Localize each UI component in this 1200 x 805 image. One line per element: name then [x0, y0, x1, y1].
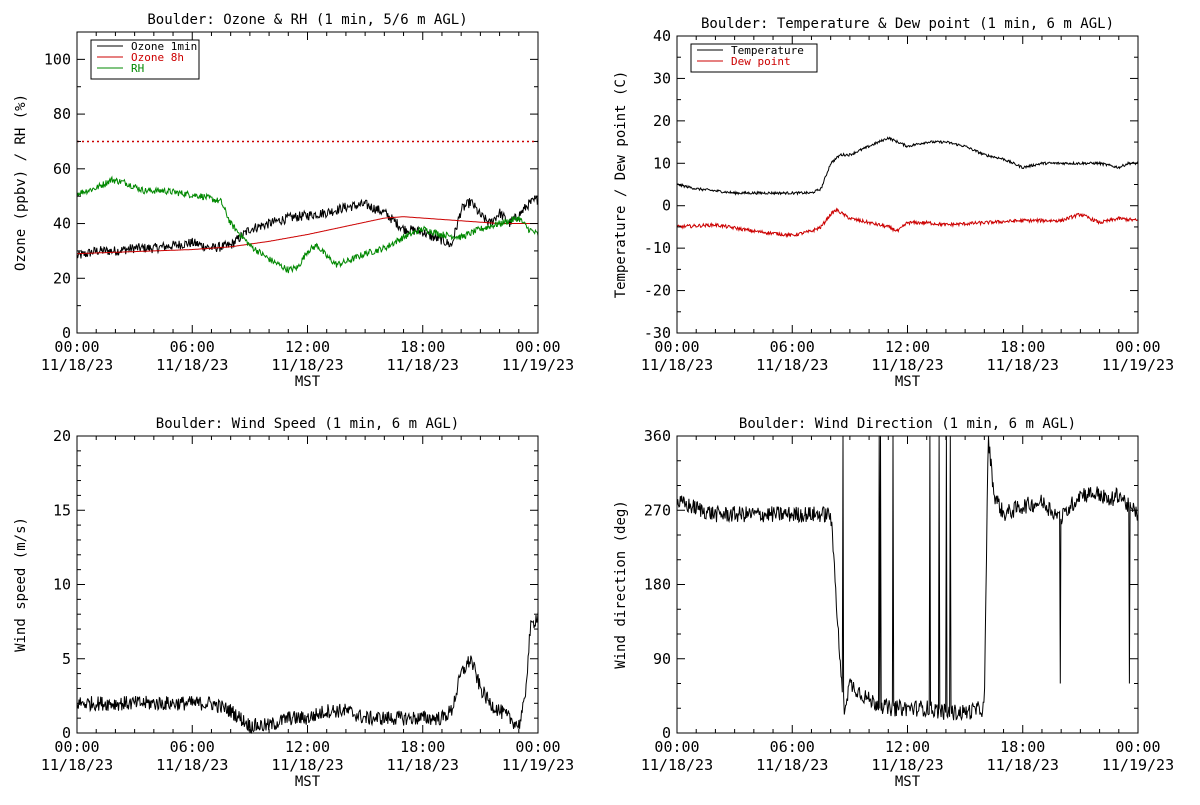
legend-label: Ozone 1min: [131, 40, 197, 53]
x-axis-label: MST: [295, 374, 321, 390]
plot-frame: [676, 435, 1139, 734]
x-tick-label: 00:00: [515, 738, 560, 756]
y-tick-label: -30: [644, 324, 671, 342]
chart-title: Boulder: Temperature & Dew point (1 min,…: [701, 16, 1114, 32]
y-tick-label: 0: [662, 197, 671, 215]
x-tick-date-label: 11/18/23: [871, 756, 943, 774]
x-tick-date-label: 11/19/23: [502, 756, 574, 774]
y-tick-label: 0: [62, 324, 71, 342]
x-tick-date-label: 11/18/23: [756, 756, 828, 774]
x-tick-label: 00:00: [654, 338, 699, 356]
series-line-rh: [76, 175, 539, 274]
series-line-ozone-8h: [77, 216, 538, 255]
x-tick-date-label: 11/18/23: [641, 356, 713, 374]
y-axis-label: Wind speed (m/s): [13, 517, 29, 652]
y-axis-label: Temperature / Dew point (C): [613, 71, 629, 299]
x-tick-date-label: 11/18/23: [156, 756, 228, 774]
x-tick-date-label: 11/18/23: [156, 356, 228, 374]
y-tick-label: 5: [62, 650, 71, 668]
x-tick-label: 00:00: [54, 738, 99, 756]
y-tick-label: 0: [62, 724, 71, 742]
x-tick-date-label: 11/19/23: [502, 356, 574, 374]
x-tick-label: 12:00: [885, 338, 930, 356]
y-axis-label: Wind direction (deg): [613, 500, 629, 669]
y-tick-label: 180: [644, 576, 671, 594]
x-tick-date-label: 11/19/23: [1102, 356, 1174, 374]
x-tick-date-label: 11/19/23: [1102, 756, 1174, 774]
y-tick-label: 20: [653, 112, 671, 130]
legend-box: [690, 43, 818, 73]
x-tick-date-label: 11/18/23: [387, 356, 459, 374]
x-tick-date-label: 11/18/23: [41, 356, 113, 374]
chart-panel-wind_dir: Boulder: Wind Direction (1 min, 6 m AGL)…: [613, 416, 1174, 790]
series-line-ozone-1min: [76, 195, 539, 259]
x-tick-date-label: 11/18/23: [387, 756, 459, 774]
series-line-dew-point: [676, 207, 1138, 238]
x-tick-label: 06:00: [770, 738, 815, 756]
plot-frame: [676, 35, 1139, 334]
x-tick-label: 06:00: [770, 338, 815, 356]
legend-label: Ozone 8h: [131, 51, 184, 64]
y-tick-label: 10: [53, 576, 71, 594]
y-tick-label: -10: [644, 239, 671, 257]
y-tick-label: 80: [53, 105, 71, 123]
x-tick-date-label: 11/18/23: [871, 356, 943, 374]
y-tick-label: 270: [644, 501, 671, 519]
x-tick-label: 06:00: [170, 338, 215, 356]
chart-title: Boulder: Wind Direction (1 min, 6 m AGL): [739, 416, 1076, 432]
x-tick-date-label: 11/18/23: [987, 756, 1059, 774]
legend-label: Temperature: [731, 44, 804, 57]
x-tick-label: 18:00: [1000, 738, 1045, 756]
x-tick-label: 00:00: [515, 338, 560, 356]
x-tick-label: 12:00: [285, 338, 330, 356]
x-tick-label: 06:00: [170, 738, 215, 756]
x-tick-date-label: 11/18/23: [41, 756, 113, 774]
y-tick-label: 90: [653, 650, 671, 668]
x-tick-label: 18:00: [400, 338, 445, 356]
y-tick-label: 0: [662, 724, 671, 742]
series-line-temperature: [676, 136, 1139, 196]
y-tick-label: 10: [653, 154, 671, 172]
x-tick-label: 18:00: [1000, 338, 1045, 356]
y-tick-label: 360: [644, 427, 671, 445]
y-tick-label: 20: [53, 269, 71, 287]
series-line-data: [676, 435, 1139, 722]
plot-frame: [76, 435, 539, 734]
x-tick-label: 00:00: [54, 338, 99, 356]
series-line-data: [76, 611, 539, 735]
x-axis-label: MST: [295, 774, 321, 790]
chart-panel-wind_speed: Boulder: Wind Speed (1 min, 6 m AGL) Wind…: [13, 416, 574, 790]
y-axis-label: Ozone (ppbv) / RH (%): [13, 94, 29, 271]
x-tick-label: 12:00: [885, 738, 930, 756]
x-tick-date-label: 11/18/23: [987, 356, 1059, 374]
chart-panel-ozone_rh: Boulder: Ozone & RH (1 min, 5/6 m AGL) Oz…: [13, 12, 574, 390]
x-tick-date-label: 11/18/23: [271, 756, 343, 774]
x-tick-date-label: 11/18/23: [271, 356, 343, 374]
x-tick-label: 12:00: [285, 738, 330, 756]
x-tick-date-label: 11/18/23: [756, 356, 828, 374]
y-tick-label: 60: [53, 160, 71, 178]
y-tick-label: 15: [53, 501, 71, 519]
legend-label: Dew point: [731, 55, 791, 68]
x-tick-date-label: 11/18/23: [641, 756, 713, 774]
x-tick-label: 00:00: [654, 738, 699, 756]
x-tick-label: 00:00: [1115, 738, 1160, 756]
chart-title: Boulder: Wind Speed (1 min, 6 m AGL): [156, 416, 459, 432]
y-tick-label: 30: [653, 69, 671, 87]
chart-panel-temp_dew: Boulder: Temperature & Dew point (1 min,…: [613, 16, 1174, 390]
legend-label: RH: [131, 62, 144, 75]
y-tick-label: 40: [53, 215, 71, 233]
x-axis-label: MST: [895, 774, 921, 790]
y-tick-label: -20: [644, 282, 671, 300]
y-tick-label: 100: [44, 50, 71, 68]
x-axis-label: MST: [895, 374, 921, 390]
x-tick-label: 18:00: [400, 738, 445, 756]
y-tick-label: 20: [53, 427, 71, 445]
x-tick-label: 00:00: [1115, 338, 1160, 356]
y-tick-label: 40: [653, 27, 671, 45]
chart-title: Boulder: Ozone & RH (1 min, 5/6 m AGL): [147, 12, 467, 28]
